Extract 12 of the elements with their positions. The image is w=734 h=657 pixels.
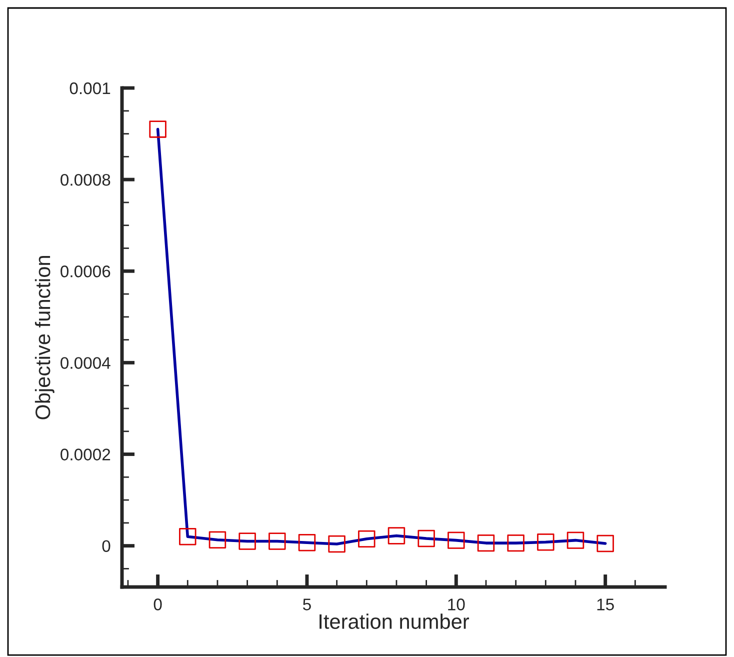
x-tick-label: 5	[303, 598, 311, 610]
y-tick-label: 0.001	[70, 82, 110, 94]
y-tick-label: 0.0002	[60, 448, 110, 460]
x-axis-title: Iteration number	[320, 614, 470, 629]
y-axis-title: Objective function	[34, 256, 54, 420]
y-tick-label: 0	[102, 540, 110, 552]
x-tick-label: 0	[154, 598, 162, 610]
y-tick-label: 0.0008	[60, 174, 110, 186]
y-tick-label: 0.0006	[60, 266, 110, 278]
y-tick-label: 0.0004	[60, 357, 110, 369]
x-tick-label: 15	[597, 598, 614, 610]
x-tick-label: 10	[448, 598, 465, 610]
